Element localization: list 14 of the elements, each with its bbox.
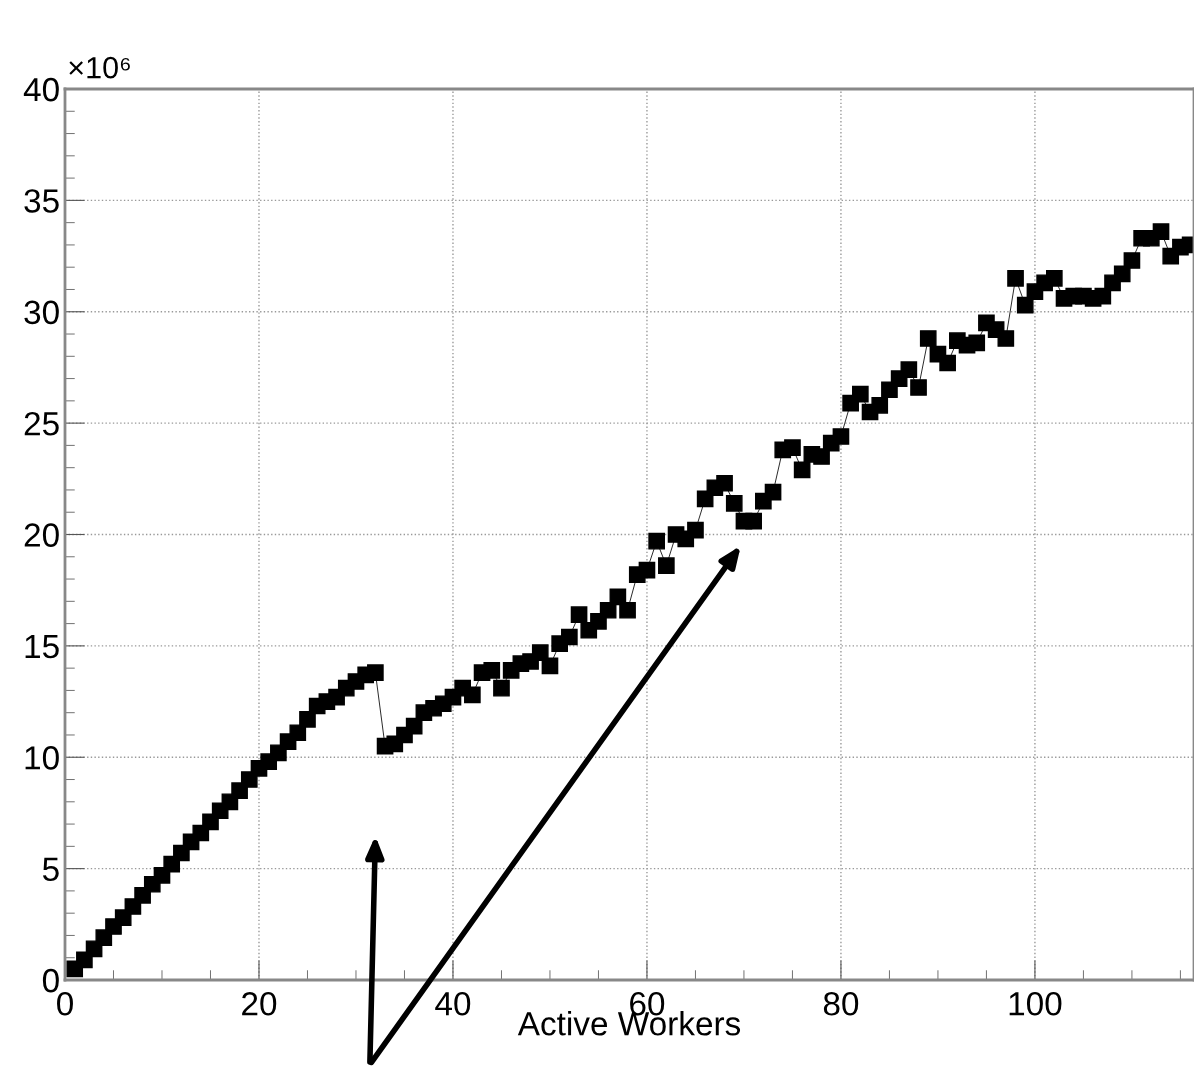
y-tick-label: 10 [25, 746, 59, 770]
text: ×10⁶ [69, 56, 130, 79]
y-tick-label: 40 [23, 77, 59, 102]
y-tick-label: 25 [24, 411, 59, 436]
x-tick-label: 100 [1009, 991, 1062, 1016]
x-tick-label: 80 [823, 991, 859, 1016]
x-tick-label: 20 [242, 991, 277, 1016]
y-tick-label: 30 [24, 300, 59, 325]
y-tick-label: 5 [42, 857, 59, 882]
y-tick-label: 15 [25, 635, 59, 659]
y-tick-label: 35 [24, 189, 59, 213]
x-tick-label: 40 [435, 991, 471, 1016]
y-tick-label: 0 [42, 968, 59, 993]
y-tick-label: 20 [24, 523, 59, 547]
